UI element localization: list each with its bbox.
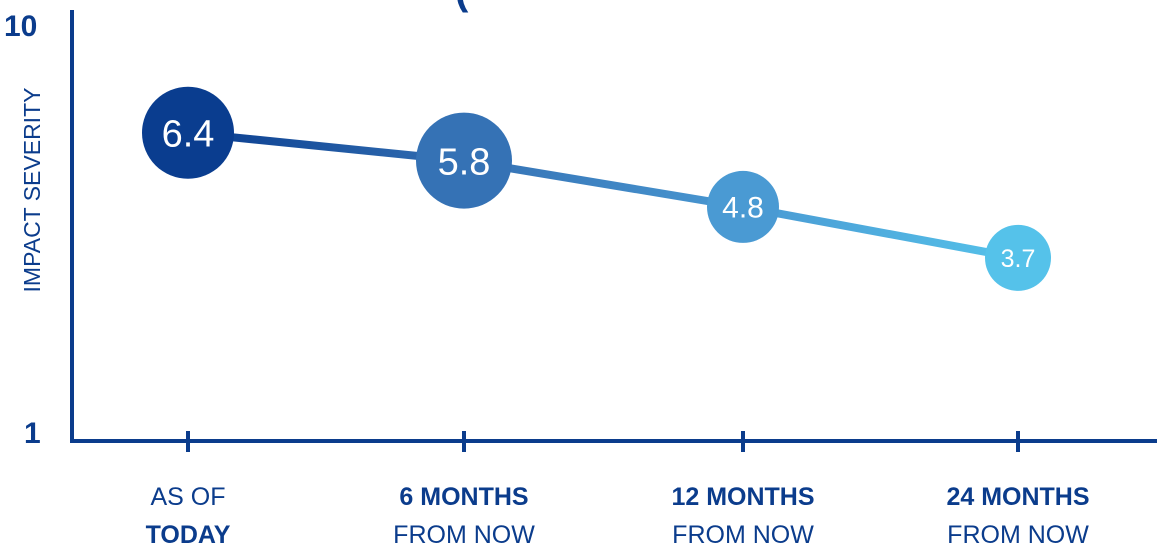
x-category-label-line2: FROM NOW [947, 521, 1089, 549]
x-category-label-line2: FROM NOW [393, 521, 535, 549]
x-category-label-line1: 24 MONTHS [946, 483, 1089, 511]
y-tick-min: 1 [24, 417, 41, 450]
data-point-marker [707, 170, 779, 243]
chart-title: ( [455, 0, 469, 13]
x-category-label-line2: FROM NOW [672, 521, 814, 549]
data-point-marker [142, 86, 234, 179]
data-point-marker [416, 112, 512, 209]
x-category-label-line2: TODAY [146, 521, 231, 549]
data-point-marker [985, 224, 1051, 291]
x-category-label-line1: 12 MONTHS [671, 483, 814, 511]
series-line [184, 128, 1022, 262]
data-label: 6.4 [162, 113, 215, 155]
data-label: 3.7 [1001, 245, 1036, 273]
y-axis-label: IMPACT SEVERITY [19, 88, 45, 293]
x-category-label-line1: 6 MONTHS [399, 483, 528, 511]
x-category-label-line1: AS OF [150, 483, 225, 511]
data-label: 5.8 [438, 141, 491, 183]
y-tick-max: 10 [4, 10, 37, 43]
data-label: 4.8 [722, 192, 764, 225]
